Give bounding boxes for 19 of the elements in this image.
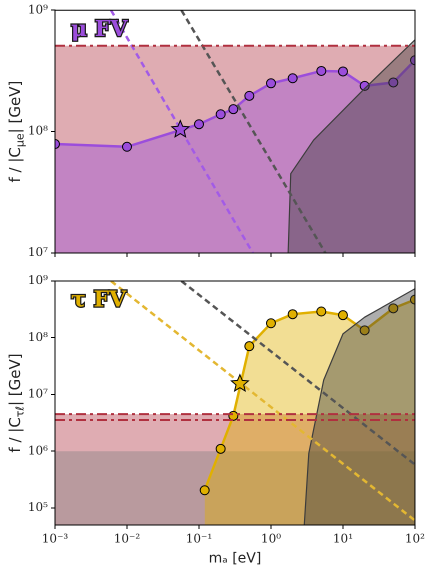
x-tick-label: 10⁻² [114, 531, 140, 546]
y-tick-label: 10⁷ [28, 386, 48, 401]
y-tick-label: 10⁹ [28, 273, 48, 288]
x-tick-label: 10² [404, 531, 426, 546]
y-tick-label: 10⁸ [28, 124, 48, 138]
x-tick-label: 10¹ [332, 531, 354, 546]
y-tick-label: 10⁷ [28, 245, 48, 260]
y-tick-label: 10⁵ [28, 500, 48, 514]
x-tick-label: 10⁻¹ [186, 531, 212, 546]
y-tick-label: 10⁸ [28, 330, 48, 344]
y-axis-title: f / |Cτℓ| [GeV] [6, 353, 26, 453]
x-tick-label: 10⁰ [260, 531, 282, 546]
y-tick-label: 10⁹ [28, 2, 48, 16]
y-axis-title: f / |Cμe| [GeV] [6, 80, 26, 182]
x-axis-title: mₐ [eV] [208, 550, 262, 567]
annotation: τ FV [71, 286, 128, 313]
x-tick-label: 10⁻³ [42, 531, 68, 546]
annotation: μ FV [71, 16, 128, 42]
y-tick-label: 10⁶ [28, 443, 48, 458]
